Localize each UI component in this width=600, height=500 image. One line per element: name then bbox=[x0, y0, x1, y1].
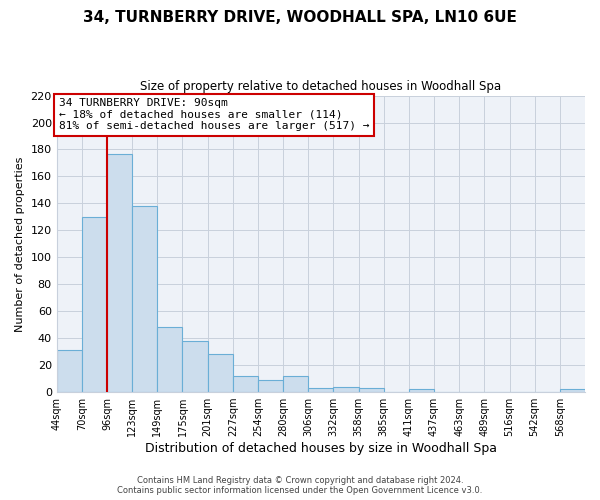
Bar bbox=[359, 388, 384, 392]
Bar bbox=[233, 376, 258, 392]
Bar bbox=[308, 388, 334, 392]
Bar bbox=[560, 390, 585, 392]
Bar bbox=[334, 386, 359, 392]
Bar bbox=[409, 390, 434, 392]
Bar bbox=[157, 328, 182, 392]
Bar bbox=[208, 354, 233, 392]
Bar bbox=[107, 154, 132, 392]
Bar bbox=[182, 341, 208, 392]
Y-axis label: Number of detached properties: Number of detached properties bbox=[15, 156, 25, 332]
Title: Size of property relative to detached houses in Woodhall Spa: Size of property relative to detached ho… bbox=[140, 80, 502, 93]
Bar bbox=[132, 206, 157, 392]
Text: 34, TURNBERRY DRIVE, WOODHALL SPA, LN10 6UE: 34, TURNBERRY DRIVE, WOODHALL SPA, LN10 … bbox=[83, 10, 517, 25]
Text: Contains HM Land Registry data © Crown copyright and database right 2024.
Contai: Contains HM Land Registry data © Crown c… bbox=[118, 476, 482, 495]
Text: 34 TURNBERRY DRIVE: 90sqm
← 18% of detached houses are smaller (114)
81% of semi: 34 TURNBERRY DRIVE: 90sqm ← 18% of detac… bbox=[59, 98, 369, 132]
Bar bbox=[283, 376, 308, 392]
Bar bbox=[56, 350, 82, 392]
Bar bbox=[258, 380, 283, 392]
X-axis label: Distribution of detached houses by size in Woodhall Spa: Distribution of detached houses by size … bbox=[145, 442, 497, 455]
Bar bbox=[82, 217, 107, 392]
